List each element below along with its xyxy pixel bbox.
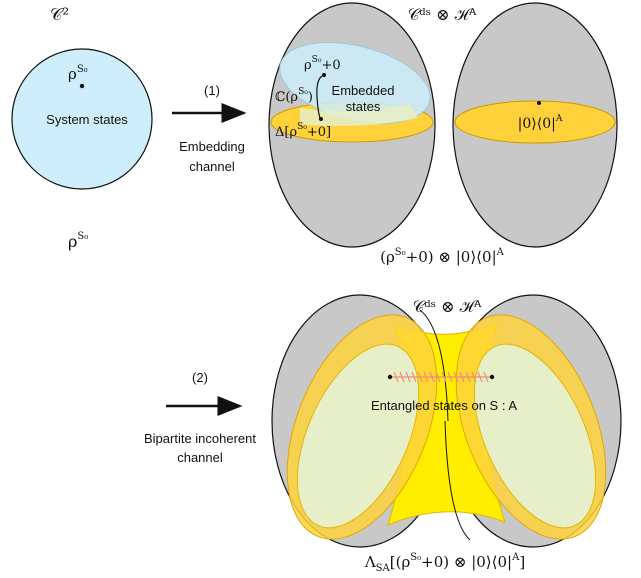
ancilla-state-point (537, 101, 541, 105)
step1-number: (1) (204, 83, 220, 98)
ancilla-band (454, 100, 616, 144)
output-ancilla-green-region (473, 343, 597, 529)
output-space-caption: ΛSA[(ρS₀+0) ⊗ |0⟩⟨0|A] (364, 552, 525, 574)
qubit-space-caption: ρS₀ (68, 231, 88, 251)
system-state-point (79, 83, 85, 89)
product-space-caption: (ρS₀+0) ⊗ |0⟩⟨0|A (380, 247, 505, 266)
coherence-arc (316, 75, 323, 119)
entanglement-link (390, 371, 492, 383)
coherence-label: ℂ(ρS₀) (275, 87, 313, 105)
qubit-space-title: 𝒞² (50, 5, 69, 25)
ancilla-state-label: |0⟩⟨0|A (518, 114, 563, 132)
left-ellipse-edge-arc (419, 309, 449, 422)
product-space-title: 𝒞ᵈˢ ⊗ ℋᴬ (408, 5, 477, 24)
dephased-state-label: Δ[ρS₀+0] (275, 122, 331, 140)
embedded-state-point (322, 73, 326, 77)
system-state-label: ρS₀ (68, 64, 88, 83)
embedded-label-line2: states (346, 99, 381, 114)
embedded-overlap-tint (300, 104, 418, 126)
entangled-states-label: Entangled states on S : A (371, 398, 517, 413)
step1-label-line1: Embedding (179, 139, 245, 154)
output-space-title: 𝒞ᵈˢ ⊗ ℋᴬ (413, 297, 482, 316)
step2-number: (2) (192, 370, 208, 385)
entangled-point-right (489, 374, 495, 380)
right-ellipse-edge-arc (444, 420, 471, 541)
embedded-state-label: ρS₀+0 (304, 55, 341, 73)
step1-label-line2: channel (189, 159, 235, 174)
output-system-green-region (296, 343, 420, 529)
entangled-point-left (387, 374, 393, 380)
step2-label-line1: Bipartite incoherent (144, 431, 256, 446)
embedded-label-line1: Embedded (332, 83, 395, 98)
system-states-disk (11, 48, 153, 190)
system-states-label: System states (46, 112, 128, 127)
step2-label-line2: channel (177, 450, 223, 465)
